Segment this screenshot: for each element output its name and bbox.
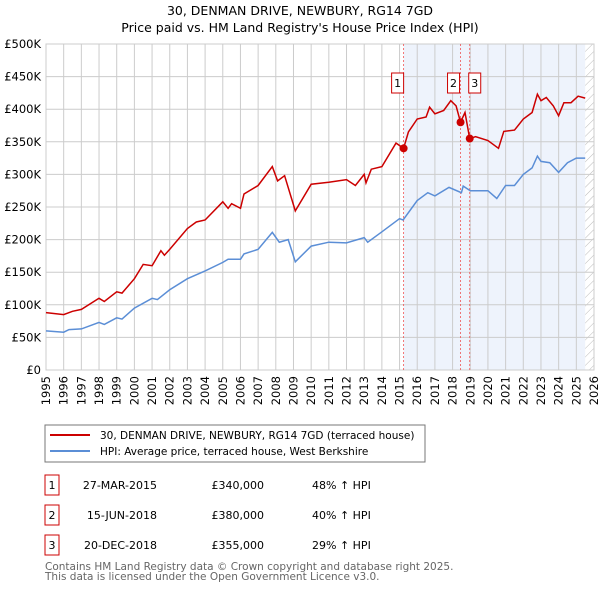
y-tick-label: £50K — [12, 330, 42, 344]
x-tick-label: 1997 — [74, 376, 88, 405]
series-line — [45, 92, 586, 316]
x-tick-label: 1998 — [92, 376, 106, 405]
sale-price: £355,000 — [212, 539, 265, 552]
y-tick-label: £250K — [4, 200, 41, 214]
legend-label-hpi: HPI: Average price, terraced house, West… — [100, 446, 368, 458]
legend: 30, DENMAN DRIVE, NEWBURY, RG14 7GD (ter… — [44, 424, 426, 463]
sale-label-box — [391, 72, 405, 94]
x-tick-label: 2009 — [286, 376, 300, 405]
sale-label: 3 — [471, 77, 478, 90]
x-tick-label: 2005 — [216, 376, 230, 405]
sales-table: 1 27-MAR-2015 £340,000 48% ↑ HPI 2 15-JUN-201… — [44, 474, 371, 556]
sale-label-box — [468, 72, 482, 94]
sale-hpi-change: 48% ↑ HPI — [312, 479, 371, 492]
sale-hpi-change: 29% ↑ HPI — [312, 539, 371, 552]
sale-price: £340,000 — [212, 479, 265, 492]
y-tick-label: £150K — [4, 265, 41, 279]
x-tick-label: 1996 — [57, 376, 71, 405]
sale-date: 15-JUN-2018 — [87, 509, 157, 522]
x-tick-label: 2013 — [357, 376, 371, 405]
sale-label-box — [447, 72, 461, 94]
x-tick-label: 2012 — [340, 376, 354, 405]
plot-frame — [45, 43, 595, 371]
x-tick-label: 2022 — [516, 376, 530, 405]
legend-label-property: 30, DENMAN DRIVE, NEWBURY, RG14 7GD (ter… — [100, 430, 414, 442]
x-tick-label: 2006 — [233, 376, 247, 405]
sale-number-box — [44, 474, 60, 496]
x-tick-label: 1999 — [110, 376, 124, 405]
x-tick-label: 2003 — [180, 376, 194, 405]
sale-label: 1 — [394, 77, 401, 90]
x-tick-label: 2014 — [375, 376, 389, 405]
chart-title: 30, DENMAN DRIVE, NEWBURY, RG14 7GD — [167, 3, 433, 18]
x-tick-label: 2004 — [198, 376, 212, 405]
sale-hpi-change: 40% ↑ HPI — [312, 509, 371, 522]
x-tick-label: 2018 — [446, 376, 460, 405]
y-tick-label: £100K — [4, 298, 41, 312]
sale-number: 2 — [49, 509, 56, 522]
x-tick-label: 2016 — [410, 376, 424, 405]
x-tick-label: 1995 — [39, 376, 53, 405]
x-tick-label: 2015 — [393, 376, 407, 405]
sale-label: 2 — [450, 77, 457, 90]
series-line — [45, 154, 586, 333]
y-tick-label: £500K — [4, 37, 41, 51]
x-tick-label: 2025 — [569, 376, 583, 405]
footer-line-2: This data is licensed under the Open Gov… — [44, 571, 380, 583]
x-tick-label: 2020 — [481, 376, 495, 405]
x-tick-label: 2010 — [304, 376, 318, 405]
y-tick-label: £200K — [4, 233, 41, 247]
x-tick-label: 2011 — [322, 376, 336, 405]
sale-number-box — [44, 504, 60, 526]
x-tick-label: 2000 — [127, 376, 141, 405]
chart-subtitle: Price paid vs. HM Land Registry's House … — [121, 20, 478, 35]
y-tick-label: £400K — [4, 102, 41, 116]
y-tick-label: £0 — [26, 363, 41, 377]
x-tick-label: 2019 — [463, 376, 477, 405]
x-tick-label: 2023 — [534, 376, 548, 405]
sale-price: £380,000 — [212, 509, 265, 522]
y-tick-label: £350K — [4, 135, 41, 149]
x-tick-label: 2008 — [269, 376, 283, 405]
x-tick-label: 2021 — [499, 376, 513, 405]
sale-point — [465, 134, 474, 143]
sale-date: 27-MAR-2015 — [83, 479, 157, 492]
sale-date: 20-DEC-2018 — [84, 539, 157, 552]
x-tick-label: 2024 — [552, 376, 566, 405]
sale-number: 3 — [49, 539, 56, 552]
y-tick-label: £450K — [4, 70, 41, 84]
sale-number-box — [44, 534, 60, 556]
x-tick-label: 2007 — [251, 376, 265, 405]
sale-number: 1 — [49, 479, 56, 492]
sale-point — [399, 144, 408, 153]
x-tick-label: 2002 — [163, 376, 177, 405]
x-tick-label: 2001 — [145, 376, 159, 405]
footer-line-1: Contains HM Land Registry data © Crown c… — [45, 561, 453, 573]
x-tick-label: 2017 — [428, 376, 442, 405]
sale-point — [456, 118, 465, 127]
x-tick-label: 2026 — [587, 376, 600, 405]
y-tick-label: £300K — [4, 167, 41, 181]
